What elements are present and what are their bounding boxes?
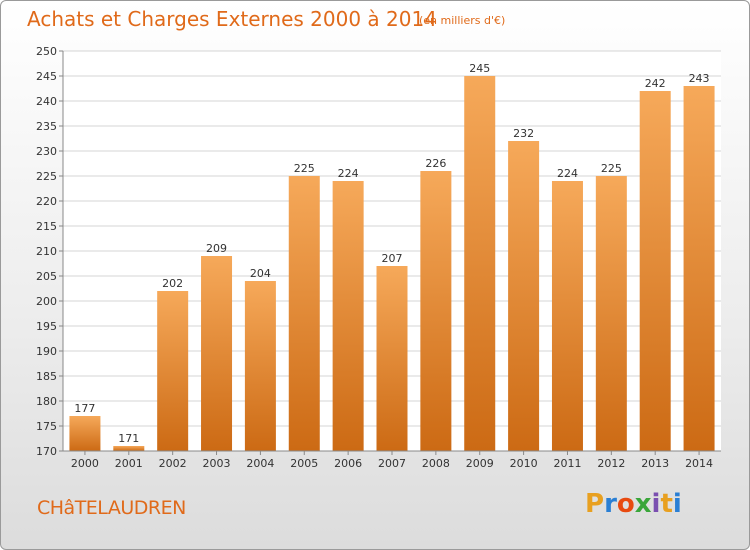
x-tick-label: 2011	[553, 457, 581, 470]
x-tick-label: 2001	[115, 457, 143, 470]
bar-2007	[376, 266, 408, 451]
bar-2006	[332, 181, 364, 451]
x-tick-label: 2006	[334, 457, 362, 470]
x-tick-label: 2000	[71, 457, 99, 470]
logo-letter: o	[616, 489, 635, 519]
bar-2008	[420, 171, 452, 451]
logo-letter: P	[585, 489, 605, 519]
logo-letter: x	[634, 489, 652, 519]
data-label-2002: 202	[162, 277, 183, 290]
data-label-2007: 207	[382, 252, 403, 265]
data-label-2014: 243	[689, 72, 710, 85]
data-label-2012: 225	[601, 162, 622, 175]
data-label-2013: 242	[645, 77, 666, 90]
y-tick-label: 210	[36, 245, 57, 258]
y-tick-label: 170	[36, 445, 57, 458]
bar-2009	[464, 76, 496, 451]
bar-2011	[551, 181, 583, 451]
bar-2014	[683, 86, 715, 451]
x-tick-label: 2004	[246, 457, 274, 470]
logo-letter: i	[672, 489, 682, 519]
chart-title: Achats et Charges Externes 2000 à 2014	[27, 7, 437, 31]
x-tick-label: 2012	[597, 457, 625, 470]
data-label-2010: 232	[513, 127, 534, 140]
x-tick-label: 2010	[510, 457, 538, 470]
y-tick-label: 190	[36, 345, 57, 358]
chart-subtitle: (en milliers d'€)	[419, 14, 506, 27]
x-tick-label: 2014	[685, 457, 713, 470]
y-tick-label: 180	[36, 395, 57, 408]
y-tick-label: 220	[36, 195, 57, 208]
y-tick-label: 225	[36, 170, 57, 183]
y-tick-label: 175	[36, 420, 57, 433]
bar-2010	[508, 141, 540, 451]
y-tick-label: 185	[36, 370, 57, 383]
data-label-2008: 226	[425, 157, 446, 170]
x-tick-label: 2009	[466, 457, 494, 470]
data-label-2003: 209	[206, 242, 227, 255]
logo-letter: t	[660, 489, 673, 519]
bar-2000	[69, 416, 101, 451]
bar-2012	[595, 176, 627, 451]
data-label-2006: 224	[338, 167, 359, 180]
y-tick-label: 240	[36, 95, 57, 108]
y-tick-label: 205	[36, 270, 57, 283]
y-tick-label: 230	[36, 145, 57, 158]
y-tick-label: 235	[36, 120, 57, 133]
x-tick-label: 2005	[290, 457, 318, 470]
y-tick-label: 215	[36, 220, 57, 233]
x-tick-label: 2013	[641, 457, 669, 470]
x-axis-ticks: 2000 2001 2002 2003 2004 2005 2006 2007 2008 2009…	[71, 451, 713, 470]
y-tick-label: 245	[36, 70, 57, 83]
data-label-2001: 171	[118, 432, 139, 445]
y-tick-label: 195	[36, 320, 57, 333]
logo-letter: i	[651, 489, 661, 519]
y-axis-ticks: 170 175 180 185 190 195 200 205 210 215 220 225 230 2…	[36, 45, 63, 458]
data-label-2000: 177	[74, 402, 95, 415]
commune-name: CHâTELAUDREN	[37, 497, 186, 519]
bar-2002	[157, 291, 189, 451]
x-tick-label: 2003	[203, 457, 231, 470]
data-label-2005: 225	[294, 162, 315, 175]
x-tick-label: 2008	[422, 457, 450, 470]
proxiti-logo[interactable]: Proxiti	[585, 489, 682, 519]
x-tick-label: 2007	[378, 457, 406, 470]
y-tick-label: 200	[36, 295, 57, 308]
bars: 177 171 202 209 204 225 224 207 226 245 232 224 225 2…	[69, 62, 715, 451]
bar-2004	[244, 281, 276, 451]
data-label-2011: 224	[557, 167, 578, 180]
data-label-2004: 204	[250, 267, 271, 280]
y-tick-label: 250	[36, 45, 57, 58]
logo-letter: r	[604, 489, 617, 519]
bar-2001	[113, 446, 145, 451]
bar-2005	[288, 176, 320, 451]
data-label-2009: 245	[469, 62, 490, 75]
x-tick-label: 2002	[159, 457, 187, 470]
bar-2003	[201, 256, 233, 451]
bar-2013	[639, 91, 671, 451]
